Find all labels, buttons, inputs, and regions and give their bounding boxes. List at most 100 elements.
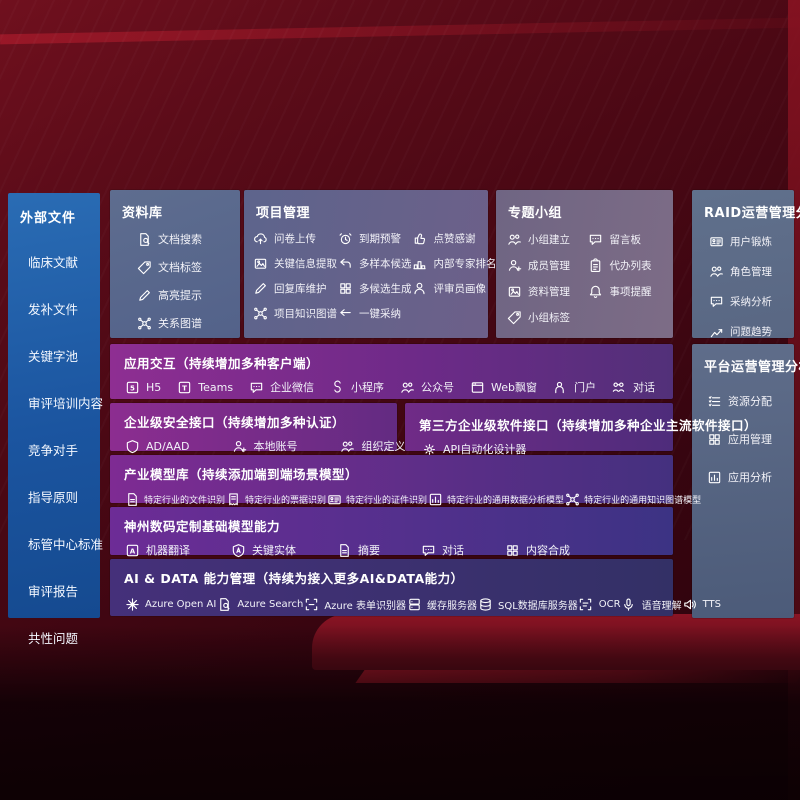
feature-item: AD/AAD bbox=[124, 438, 190, 454]
feature-item: OCR bbox=[578, 596, 621, 612]
feature-item: 门户 bbox=[552, 379, 596, 395]
feature-item: 多候选生成 bbox=[337, 280, 412, 296]
feature-label: 代办列表 bbox=[609, 259, 652, 272]
shield-a-icon bbox=[230, 542, 246, 558]
feature-label: OCR bbox=[598, 598, 621, 610]
background-bottom-shade bbox=[0, 625, 800, 800]
feature-label: 内容合成 bbox=[526, 544, 570, 557]
platform-analysis-title: 平台运营管理分析 bbox=[704, 360, 800, 375]
chat-icon bbox=[708, 293, 724, 309]
person-add-icon bbox=[506, 257, 522, 273]
feature-label: 特定行业的证件识别 bbox=[346, 495, 428, 506]
feature-label: API自动化设计器 bbox=[443, 443, 527, 456]
feature-label: 门户 bbox=[573, 381, 596, 394]
feature-label: Web飘窗 bbox=[491, 381, 537, 394]
topic-group-items: 小组建立 留言板 成员管理 代办列表 资料管理 事项提醒 小组标签 bbox=[496, 221, 673, 325]
feature-item: 文档搜索 bbox=[136, 231, 240, 247]
receipt-icon bbox=[225, 491, 241, 507]
feature-item: 关系图谱 bbox=[136, 315, 240, 331]
feature-item: 小组标签 bbox=[506, 309, 588, 325]
reply-icon bbox=[337, 255, 353, 271]
security-interface-box: 企业级安全接口（持续增加多种认证） AD/AAD 本地账号 组织定义 bbox=[110, 403, 406, 454]
feature-label: 用户锻炼 bbox=[730, 235, 772, 248]
feature-label: 点赞感谢 bbox=[433, 232, 476, 245]
feature-item: 本地账号 bbox=[232, 438, 298, 454]
feature-item: T Teams bbox=[176, 379, 233, 395]
feature-label: 对话 bbox=[442, 544, 464, 557]
feature-item: 角色管理 bbox=[708, 263, 794, 279]
sidebar-item: 临床文献 bbox=[28, 255, 79, 270]
sidebar-item: 共性问题 bbox=[28, 631, 79, 646]
data-library-title: 资料库 bbox=[122, 206, 163, 221]
image-icon bbox=[506, 283, 522, 299]
grid-icon bbox=[504, 542, 520, 558]
db-icon bbox=[477, 596, 493, 612]
feature-label: 关键信息提取 bbox=[274, 257, 337, 270]
feature-label: 内部专家排名 bbox=[433, 257, 497, 270]
feature-item: 应用管理 bbox=[706, 431, 794, 447]
dialog-icon bbox=[611, 379, 627, 395]
chart-frame-icon bbox=[706, 469, 722, 485]
feature-label: 特定行业的文件识别 bbox=[144, 495, 226, 506]
feature-label: 本地账号 bbox=[253, 440, 298, 453]
feature-label: Teams bbox=[198, 380, 234, 394]
project-management-panel: 项目管理 问卷上传 到期预警 点赞感谢 关键信息提取 多样本候选 内部专家排名 回复库维护 多… bbox=[244, 190, 497, 338]
svg-text:5: 5 bbox=[130, 383, 135, 392]
h5-icon: 5 bbox=[124, 379, 140, 395]
feature-item: Azure Search bbox=[216, 596, 303, 612]
external-files-title: 外部文件 bbox=[20, 211, 77, 226]
grid-icon bbox=[706, 431, 722, 447]
chart-frame-icon bbox=[427, 491, 443, 507]
ocr-icon bbox=[578, 596, 594, 612]
feature-item: 特定行业的文件识别 bbox=[124, 491, 225, 507]
pencil-icon bbox=[136, 287, 152, 303]
feature-item: 评审员画像 bbox=[412, 280, 497, 296]
bell-icon bbox=[588, 283, 604, 299]
feature-item: Web飘窗 bbox=[469, 379, 537, 395]
feature-item: SQL数据库服务器 bbox=[477, 596, 578, 612]
doc-search-icon bbox=[136, 231, 152, 247]
grid-icon bbox=[337, 280, 353, 296]
ai-data-capability-title: AI & DATA 能力管理（持续为接入更多AI&DATA能力） bbox=[124, 571, 464, 586]
flower-icon bbox=[124, 596, 140, 612]
industry-model-items: 特定行业的文件识别 特定行业的票据识别 特定行业的证件识别 特定行业的通用数据分析模型… bbox=[110, 483, 701, 507]
feature-label: TTS bbox=[702, 598, 721, 610]
feature-item: 组织定义 bbox=[340, 438, 406, 454]
mic-icon bbox=[621, 596, 637, 612]
app-interaction-title: 应用交互（持续增加多种客户端） bbox=[124, 356, 320, 371]
data-library-items: 文档搜索文档标签高亮提示关系图谱文档分类 bbox=[110, 221, 240, 359]
feature-label: 组织定义 bbox=[361, 440, 406, 453]
clipboard-icon bbox=[588, 257, 604, 273]
feature-item: A 机器翻译 bbox=[124, 542, 190, 558]
raid-analysis-items: 用户锻炼 角色管理 采纳分析 问题趋势 bbox=[692, 221, 794, 339]
thirdparty-interface-title: 第三方企业级软件接口（持续增加多种企业主流软件接口） bbox=[419, 418, 758, 433]
feature-item: 应用分析 bbox=[706, 469, 794, 485]
feature-item: 代办列表 bbox=[588, 257, 670, 273]
feature-label: 缓存服务器 bbox=[427, 600, 477, 612]
feature-label: 评审员画像 bbox=[433, 282, 487, 295]
feature-label: 角色管理 bbox=[730, 265, 772, 278]
feature-item: 问题趋势 bbox=[708, 323, 794, 339]
graph-icon bbox=[564, 491, 580, 507]
person-icon bbox=[412, 280, 428, 296]
raid-analysis-title: RAID运营管理分析 bbox=[704, 206, 800, 221]
feature-item: Azure Open AI bbox=[124, 596, 216, 612]
sidebar-item: 指导原则 bbox=[28, 490, 79, 505]
feature-item: API自动化设计器 bbox=[421, 441, 526, 457]
feature-label: 留言板 bbox=[609, 233, 642, 246]
feature-item: 特定行业的票据识别 bbox=[225, 491, 326, 507]
base-model-row: 神州数码定制基础模型能力 A 机器翻译 关键实体 摘要 对话 内容合成 bbox=[110, 507, 673, 558]
tag-icon bbox=[506, 309, 522, 325]
tag-icon bbox=[136, 259, 152, 275]
feature-item: 用户锻炼 bbox=[708, 233, 794, 249]
doc-search-icon bbox=[216, 596, 232, 612]
feature-item: 语音理解 bbox=[621, 596, 682, 612]
chart-icon bbox=[708, 323, 724, 339]
doc-icon bbox=[336, 542, 352, 558]
feature-label: 多候选生成 bbox=[359, 282, 412, 295]
feature-label: 关键实体 bbox=[252, 544, 296, 557]
feature-label: 到期预警 bbox=[359, 232, 401, 245]
feature-label: 资料管理 bbox=[528, 285, 570, 298]
